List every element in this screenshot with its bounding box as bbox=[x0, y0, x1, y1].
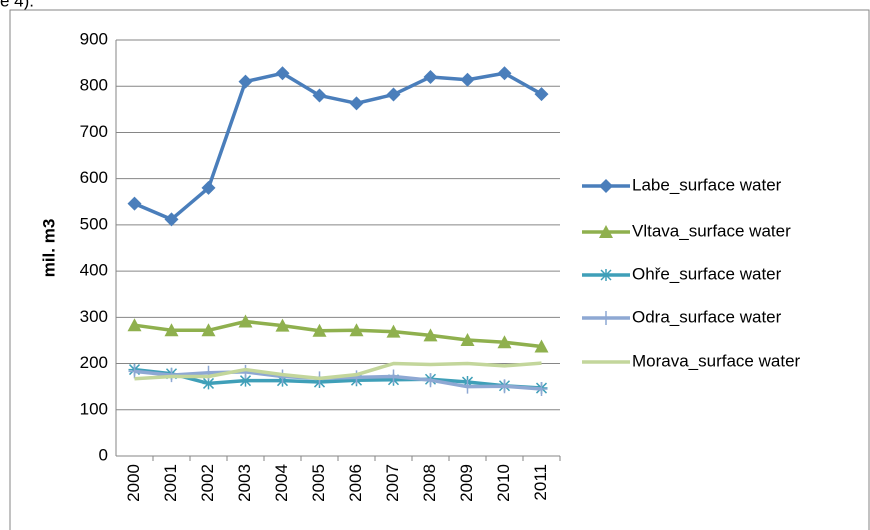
marker bbox=[349, 323, 364, 337]
marker bbox=[600, 311, 612, 325]
marker bbox=[386, 87, 401, 102]
marker bbox=[128, 364, 141, 379]
marker bbox=[201, 180, 216, 195]
marker bbox=[535, 381, 548, 396]
marker bbox=[350, 370, 363, 385]
legend-label: Vltava_surface water bbox=[632, 221, 791, 240]
x-tick-label: 2003 bbox=[235, 464, 254, 502]
series-line bbox=[133, 71, 543, 222]
x-tick-label: 2009 bbox=[457, 464, 476, 502]
x-tick-label: 2010 bbox=[494, 464, 513, 502]
y-tick-label: 500 bbox=[80, 214, 108, 233]
x-tick-label: 2002 bbox=[198, 464, 217, 502]
marker bbox=[164, 212, 179, 227]
series-line bbox=[134, 319, 542, 349]
marker bbox=[497, 66, 512, 81]
marker bbox=[534, 87, 549, 102]
y-tick-label: 300 bbox=[80, 307, 108, 326]
series-line bbox=[134, 361, 542, 381]
x-tick-label: 2006 bbox=[346, 464, 365, 502]
y-tick-label: 200 bbox=[80, 353, 108, 372]
marker bbox=[312, 88, 327, 103]
x-tick-label: 2001 bbox=[161, 464, 180, 502]
marker bbox=[127, 318, 142, 332]
marker bbox=[238, 74, 253, 89]
legend-label: Labe_surface water bbox=[632, 175, 782, 194]
series-line bbox=[134, 367, 542, 390]
legend-label: Morava_surface water bbox=[632, 351, 801, 370]
x-tick-label: 2005 bbox=[309, 464, 328, 502]
y-tick-label: 100 bbox=[80, 399, 108, 418]
marker bbox=[201, 323, 216, 337]
marker bbox=[461, 379, 474, 394]
y-tick-label: 800 bbox=[80, 76, 108, 95]
chart-border bbox=[9, 9, 870, 530]
marker bbox=[275, 318, 290, 332]
y-tick-label: 400 bbox=[80, 261, 108, 280]
marker bbox=[349, 96, 364, 111]
x-tick-label: 2007 bbox=[383, 464, 402, 502]
x-tick-label: 2008 bbox=[420, 464, 439, 502]
y-axis-label: mil. m3 bbox=[39, 219, 58, 278]
marker bbox=[164, 323, 179, 337]
marker bbox=[127, 196, 142, 211]
marker bbox=[460, 72, 475, 87]
y-tick-label: 600 bbox=[80, 168, 108, 187]
marker bbox=[424, 373, 437, 388]
marker bbox=[312, 323, 327, 337]
y-tick-label: 700 bbox=[80, 122, 108, 141]
x-tick-label: 2004 bbox=[272, 464, 291, 502]
marker bbox=[600, 269, 612, 281]
caption: e 4). bbox=[0, 0, 34, 10]
y-tick-label: 900 bbox=[80, 29, 108, 48]
marker bbox=[497, 335, 512, 349]
marker bbox=[239, 374, 252, 387]
marker bbox=[599, 179, 613, 193]
marker bbox=[460, 332, 475, 346]
x-tick-label: 2000 bbox=[124, 464, 143, 502]
marker bbox=[534, 339, 549, 353]
marker bbox=[386, 324, 401, 338]
marker bbox=[423, 328, 438, 342]
marker bbox=[238, 314, 253, 328]
x-tick-label: 2011 bbox=[531, 464, 550, 501]
legend-label: Ohře_surface water bbox=[632, 264, 782, 283]
y-tick-label: 0 bbox=[99, 445, 108, 464]
marker bbox=[423, 69, 438, 84]
marker bbox=[387, 369, 400, 384]
marker bbox=[498, 379, 511, 394]
marker bbox=[275, 66, 290, 81]
marker bbox=[202, 377, 215, 390]
legend-label: Odra_surface water bbox=[632, 307, 782, 326]
marker bbox=[599, 225, 613, 238]
